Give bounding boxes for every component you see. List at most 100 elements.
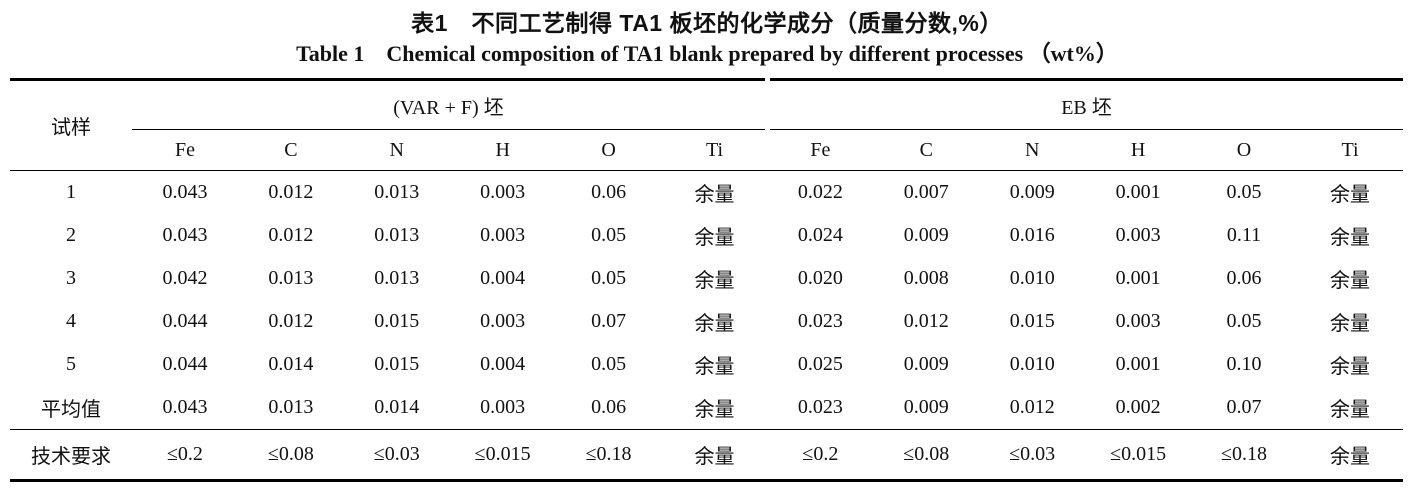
value-cell: 0.043 [162, 224, 208, 246]
value-cell: ≤0.08 [873, 429, 980, 481]
value-cell: 0.06 [591, 396, 627, 418]
value-cell: 0.05 [591, 353, 627, 375]
column-group-eb: EB 坯 [764, 79, 1403, 130]
value-cell: 余量 [694, 356, 735, 378]
table-row: 3 0.042 0.013 0.013 0.004 0.05 余量 0.020 0.008 0.0… [10, 257, 1403, 300]
value-cell: 0.013 [374, 267, 420, 289]
value-cell: 0.014 [268, 353, 314, 375]
value-cell: 0.003 [480, 396, 526, 418]
value-cell: 0.016 [1009, 224, 1055, 246]
sample-cell: 2 [66, 224, 76, 246]
value-cell: 0.001 [1115, 181, 1161, 203]
table-row: 2 0.043 0.012 0.013 0.003 0.05 余量 0.024 0.009 0.0… [10, 214, 1403, 257]
value-cell: 余量 [1329, 270, 1370, 292]
value-cell: 0.043 [162, 396, 208, 418]
value-cell: 余量 [694, 313, 735, 335]
value-cell: 0.042 [162, 267, 208, 289]
column-header-element: H [1085, 129, 1192, 171]
column-header-element: Ti [661, 129, 768, 171]
table-row: 4 0.044 0.012 0.015 0.003 0.07 余量 0.023 0.012 0.0… [10, 300, 1403, 343]
value-cell: 0.06 [591, 181, 627, 203]
value-cell: 0.015 [1009, 310, 1055, 332]
table-body: 1 0.043 0.012 0.013 0.003 0.06 余量 0.022 0.007 0.0… [10, 171, 1403, 481]
value-cell: 0.013 [374, 224, 420, 246]
column-header-element: Fe [132, 129, 238, 171]
value-cell: ≤0.18 [555, 429, 662, 481]
column-header-sample: 试样 [10, 79, 132, 171]
table-row: 平均值 0.043 0.013 0.014 0.003 0.06 余量 0.023 0.009 0… [10, 386, 1403, 430]
element-header-row: Fe C N H O Ti Fe C N H O Ti [10, 129, 1403, 171]
group-header-row: 试样 (VAR + F) 坯 EB 坯 [10, 79, 1403, 171]
column-header-element: H [449, 129, 556, 171]
value-cell: ≤0.015 [449, 429, 556, 481]
value-cell: 0.044 [162, 310, 208, 332]
column-header-element: C [873, 129, 980, 171]
value-cell: 0.025 [797, 353, 843, 375]
sample-cell: 4 [66, 310, 76, 332]
value-cell: ≤0.18 [1191, 429, 1297, 481]
value-cell: 0.013 [374, 181, 420, 203]
value-cell: ≤0.015 [1085, 429, 1192, 481]
value-cell: 余量 [694, 270, 735, 292]
value-cell: 余量 [694, 184, 735, 206]
value-cell: 0.009 [903, 353, 949, 375]
value-cell: 0.003 [480, 181, 526, 203]
value-cell: 0.012 [268, 224, 314, 246]
value-cell: 0.004 [480, 267, 526, 289]
value-cell: 0.013 [268, 396, 314, 418]
value-cell: 0.012 [903, 310, 949, 332]
value-cell: 0.05 [1226, 181, 1262, 203]
value-cell: 余量 [1329, 227, 1370, 249]
column-header-element: C [237, 129, 344, 171]
column-group-var-f: (VAR + F) 坯 [132, 79, 768, 130]
value-cell: 0.010 [1009, 353, 1055, 375]
value-cell: 0.012 [268, 181, 314, 203]
value-cell: ≤0.03 [343, 429, 450, 481]
value-cell: 0.023 [797, 396, 843, 418]
value-cell: 余量 [1296, 429, 1403, 481]
value-cell: 0.003 [1115, 310, 1161, 332]
column-header-element: O [555, 129, 662, 171]
sample-cell: 技术要求 [10, 429, 132, 481]
value-cell: 0.012 [268, 310, 314, 332]
column-header-element: O [1191, 129, 1297, 171]
value-cell: 余量 [1329, 356, 1370, 378]
column-header-element: N [979, 129, 1086, 171]
table-row: 5 0.044 0.014 0.015 0.004 0.05 余量 0.025 0.009 0.0… [10, 343, 1403, 386]
value-cell: 0.07 [1226, 396, 1262, 418]
value-cell: ≤0.2 [767, 429, 874, 481]
sample-cell: 平均值 [41, 399, 101, 421]
table-title-chinese: 表1 不同工艺制得 TA1 板坯的化学成分（质量分数,%） [411, 10, 1003, 36]
value-cell: 0.003 [480, 224, 526, 246]
value-cell: 0.009 [1009, 181, 1055, 203]
value-cell: 0.023 [797, 310, 843, 332]
value-cell: 余量 [1329, 399, 1370, 421]
column-header-element: N [343, 129, 450, 171]
value-cell: 0.11 [1226, 224, 1262, 246]
value-cell: 0.012 [1009, 396, 1055, 418]
value-cell: 0.003 [1115, 224, 1161, 246]
value-cell: 0.003 [480, 310, 526, 332]
value-cell: ≤0.08 [237, 429, 344, 481]
table-row: 1 0.043 0.012 0.013 0.003 0.06 余量 0.022 0.007 0.0… [10, 171, 1403, 215]
spec-row: 技术要求 ≤0.2 ≤0.08 ≤0.03 ≤0.015 ≤0.18 余量 ≤0.2 ≤0.08… [10, 429, 1403, 481]
table-title-english: Table 1 Chemical composition of TA1 blan… [296, 41, 1118, 66]
column-header-element: Fe [767, 129, 874, 171]
value-cell: 0.015 [374, 353, 420, 375]
value-cell: 0.05 [591, 267, 627, 289]
value-cell: 余量 [661, 429, 768, 481]
value-cell: 0.020 [797, 267, 843, 289]
value-cell: 0.001 [1115, 353, 1161, 375]
value-cell: 0.015 [374, 310, 420, 332]
sample-cell: 5 [66, 353, 76, 375]
value-cell: ≤0.2 [132, 429, 238, 481]
value-cell: 0.010 [1009, 267, 1055, 289]
value-cell: 0.043 [162, 181, 208, 203]
value-cell: 0.07 [591, 310, 627, 332]
value-cell: 0.06 [1226, 267, 1262, 289]
value-cell: 0.008 [903, 267, 949, 289]
value-cell: 0.013 [268, 267, 314, 289]
value-cell: 0.014 [374, 396, 420, 418]
value-cell: 0.044 [162, 353, 208, 375]
